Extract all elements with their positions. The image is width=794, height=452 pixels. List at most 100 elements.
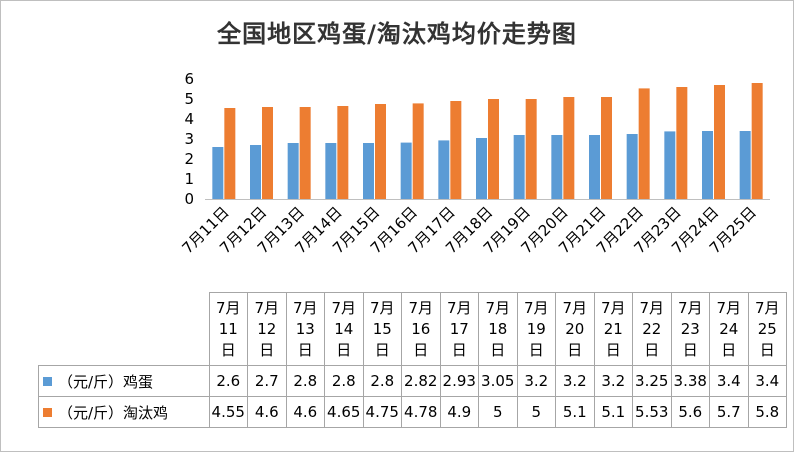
table-header-text: 25 — [757, 319, 777, 338]
bar-culled-hen — [262, 107, 273, 199]
table-header-text: 11 — [218, 319, 238, 338]
bar-egg — [400, 142, 412, 199]
bar-culled-hen — [751, 83, 763, 199]
table-value-cell: 3.2 — [593, 365, 633, 397]
table-header-text: 日 — [759, 340, 775, 359]
table-header-text: 7月 — [485, 298, 511, 317]
data-table: 7月 11 日 7月 12 日 7月 13 日 7月 14 日 7月 15 日 7月 16 日 7月 17 日 7月 18 日… — [38, 292, 787, 428]
table-header-cell: 7月 16 日 — [401, 292, 441, 366]
table-value-cell: 4.75 — [362, 396, 402, 428]
table-header-text: 7月 — [639, 298, 665, 317]
bar-culled-hen — [375, 104, 386, 199]
table-value-cell: 5.1 — [555, 396, 595, 428]
bar-egg — [476, 138, 487, 199]
table-header-cell: 7月 19 日 — [516, 292, 556, 366]
table-value-cell: 4.65 — [324, 396, 364, 428]
bar-culled-hen — [601, 97, 612, 199]
table-header-text: 7月 — [523, 298, 549, 317]
table-header-text: 7月 — [600, 298, 626, 317]
table-value-cell: 3.05 — [478, 365, 518, 397]
table-value-cell: 5.6 — [670, 396, 710, 428]
bar-egg — [513, 135, 525, 199]
y-tick-label: 2 — [184, 150, 194, 168]
bar-culled-hen — [638, 88, 650, 199]
table-value-cell: 4.6 — [285, 396, 325, 428]
table-value-cell: 5.1 — [593, 396, 633, 428]
table-value-cell: 3.4 — [709, 365, 749, 397]
bar-culled-hen — [450, 101, 462, 199]
table-header-text: 18 — [488, 319, 508, 338]
y-tick-label: 4 — [184, 110, 194, 128]
table-header-cell: 7月 24 日 — [709, 292, 749, 366]
table-header-text: 7月 — [331, 298, 357, 317]
chart-plot-area: 01234567月11日7月12日7月13日7月14日7月15日7月16日7月1… — [178, 70, 770, 257]
bar-egg — [250, 145, 261, 199]
bar-egg — [626, 134, 638, 199]
table-header-cell: 7月 15 日 — [362, 292, 402, 366]
legend-swatch — [43, 376, 52, 386]
table-value-cell: 3.2 — [555, 365, 595, 397]
table-header-text: 日 — [490, 340, 506, 359]
table-corner — [39, 293, 210, 366]
y-tick-label: 5 — [184, 90, 194, 108]
table-header-text: 日 — [413, 340, 429, 359]
legend-entry: （元/斤）淘汰鸡 — [38, 396, 210, 428]
y-tick-label: 3 — [184, 130, 194, 148]
table-header-text: 7月 — [562, 298, 588, 317]
chart-title: 全国地区鸡蛋/淘汰鸡均价走势图 — [217, 20, 577, 48]
table-header-cell: 7月 18 日 — [478, 292, 518, 366]
table-value-cell: 2.6 — [208, 365, 248, 397]
legend-label: （元/斤）淘汰鸡 — [58, 403, 169, 422]
table-value-cell: 2.82 — [401, 365, 441, 397]
legend-swatch — [43, 407, 52, 417]
table-header-text: 12 — [257, 319, 277, 338]
table-header-text: 19 — [526, 319, 546, 338]
bar-egg — [287, 143, 299, 199]
table-header-text: 17 — [449, 319, 469, 338]
table-header-text: 13 — [295, 319, 315, 338]
table-value-cell: 5.7 — [709, 396, 749, 428]
table-header-cell: 7月 21 日 — [593, 292, 633, 366]
bar-egg — [551, 135, 563, 199]
table-value-cell: 2.8 — [362, 365, 402, 397]
table-value-cell: 3.38 — [670, 365, 710, 397]
table-value-cell: 4.6 — [247, 396, 287, 428]
bar-culled-hen — [337, 106, 349, 199]
table-header-cell: 7月 17 日 — [439, 292, 479, 366]
table-header-text: 日 — [605, 340, 621, 359]
table-value-cell: 4.55 — [208, 396, 248, 428]
table-value-cell: 2.93 — [439, 365, 479, 397]
bar-egg — [702, 131, 713, 199]
table-header-text: 日 — [721, 340, 737, 359]
bar-culled-hen — [714, 85, 725, 199]
y-tick-label: 0 — [184, 190, 194, 208]
y-tick-label: 6 — [184, 70, 194, 88]
bar-egg — [739, 131, 751, 199]
table-value-cell: 2.8 — [285, 365, 325, 397]
table-header-text: 15 — [372, 319, 392, 338]
bar-egg — [325, 143, 337, 199]
table-value-cell: 4.78 — [401, 396, 441, 428]
bar-egg — [589, 135, 600, 199]
bar-culled-hen — [525, 99, 537, 199]
table-header-text: 16 — [411, 319, 431, 338]
table-header-text: 23 — [680, 319, 700, 338]
bar-culled-hen — [299, 107, 311, 199]
table-header-text: 7月 — [254, 298, 280, 317]
table-value-cell: 3.25 — [632, 365, 672, 397]
bar-egg — [363, 143, 374, 199]
table-header-text: 22 — [642, 319, 662, 338]
table-header-text: 日 — [528, 340, 544, 359]
table-header-cell: 7月 23 日 — [670, 292, 710, 366]
table-header-text: 日 — [259, 340, 275, 359]
table-header-text: 7月 — [716, 298, 742, 317]
table-value-cell: 5.53 — [632, 396, 672, 428]
bar-culled-hen — [224, 108, 236, 199]
bar-culled-hen — [412, 103, 424, 199]
table-header-text: 日 — [567, 340, 583, 359]
legend-entry: （元/斤）鸡蛋 — [38, 365, 210, 397]
table-header-text: 7月 — [408, 298, 434, 317]
table-header-text: 7月 — [446, 298, 472, 317]
table-value-cell: 4.9 — [439, 396, 479, 428]
table-value-cell: 5 — [478, 396, 518, 428]
